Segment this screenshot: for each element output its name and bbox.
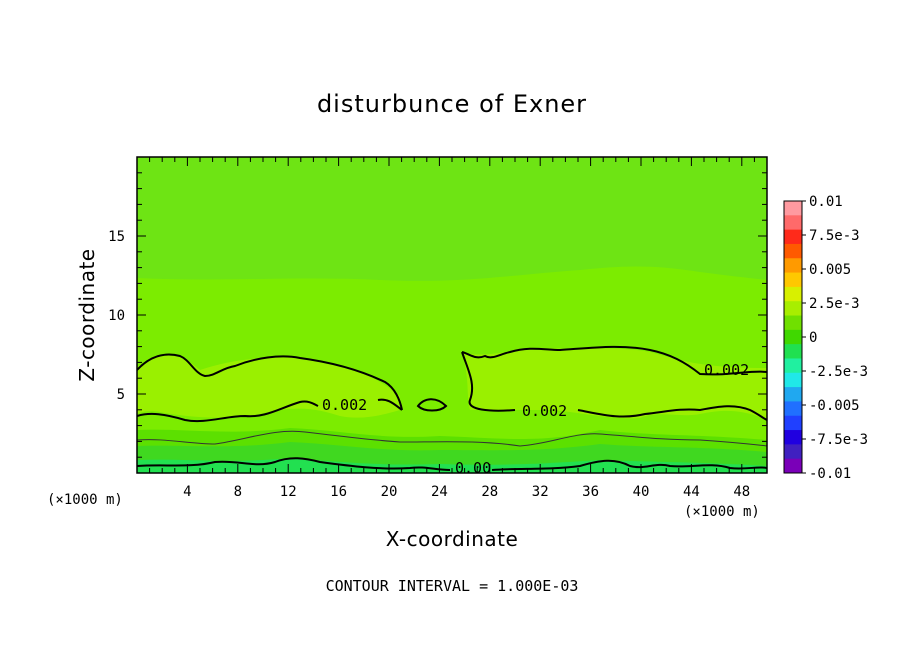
- field-band-upper-low: [137, 355, 400, 418]
- x-tick-label: 36: [582, 484, 599, 500]
- contour-line-0002-small: [416, 398, 448, 412]
- y-tick-label: 5: [117, 387, 125, 403]
- colorbar-swatch: [784, 444, 802, 460]
- y-axis: 5 10 15: [108, 172, 767, 458]
- contour-label: 0.002: [522, 402, 567, 420]
- contour-line-0002-left: [137, 398, 403, 423]
- x-tick-label: 20: [381, 484, 398, 500]
- colorbar-label: -0.01: [809, 466, 851, 482]
- field-band-mid: [137, 266, 767, 473]
- colorbar-swatch: [784, 372, 802, 388]
- colorbar-swatch: [784, 272, 802, 288]
- colorbar-swatch: [784, 215, 802, 231]
- x-tick-label: 40: [633, 484, 650, 500]
- x-unit-label: (×1000 m): [684, 504, 760, 520]
- x-tick-label: 24: [431, 484, 448, 500]
- contour-line-zero: [137, 457, 767, 471]
- colorbar-label: 2.5e-3: [809, 296, 860, 312]
- x-tick-label: 48: [733, 484, 750, 500]
- contour-line-upper-right: [461, 345, 767, 376]
- x-tick-label: 28: [481, 484, 498, 500]
- x-tick-label: 32: [532, 484, 549, 500]
- colorbar-label: -0.005: [809, 398, 860, 414]
- x-axis-title: X-coordinate: [386, 527, 519, 551]
- contour-interval-note: CONTOUR INTERVAL = 1.000E-03: [326, 577, 579, 595]
- colorbar-swatch: [784, 229, 802, 245]
- colorbar-swatch: [784, 430, 802, 445]
- y-tick-label: 10: [108, 308, 125, 324]
- x-tick-label: 44: [683, 484, 700, 500]
- colorbar-swatch: [784, 387, 802, 402]
- contour-line-thin: [137, 430, 767, 447]
- contour-label: 0.002: [322, 396, 367, 414]
- contour-label: 0.002: [704, 361, 749, 379]
- y-axis-title: Z-coordinate: [75, 248, 99, 381]
- y-unit-label: (×1000 m): [47, 492, 123, 508]
- colorbar-swatch: [784, 344, 802, 359]
- colorbar-swatch: [784, 301, 802, 317]
- x-tick-label: 8: [234, 484, 242, 500]
- colorbar-swatch: [784, 358, 802, 374]
- colorbar-swatch: [784, 415, 802, 431]
- colorbar-label: -2.5e-3: [809, 364, 868, 380]
- colorbar-swatch: [784, 458, 802, 474]
- x-axis: 4 8 12 16 20 24 28 32 36 40 44 48: [149, 157, 755, 500]
- colorbar-swatch: [784, 258, 802, 274]
- colorbar-label: 0.005: [809, 262, 851, 278]
- contour-line-0002-right: [461, 351, 767, 421]
- contour-field: [137, 157, 767, 473]
- colorbar-swatch: [784, 201, 802, 216]
- colorbar-swatch: [784, 315, 802, 331]
- colorbar-label: 0: [809, 330, 817, 346]
- colorbar: [783, 200, 803, 474]
- field-band-upper-low-2: [462, 348, 767, 420]
- x-tick-label: 12: [280, 484, 297, 500]
- colorbar-label: 0.01: [809, 194, 843, 210]
- y-tick-label: 15: [108, 229, 125, 245]
- chart-title: disturbunce of Exner: [317, 90, 587, 118]
- colorbar-swatch: [784, 243, 802, 259]
- colorbar-swatch: [784, 401, 802, 417]
- colorbar-swatch: [784, 286, 802, 302]
- x-tick-label: 4: [183, 484, 191, 500]
- contour-line-upper-left: [137, 353, 403, 411]
- contour-label: 0.00: [455, 459, 491, 477]
- x-tick-label: 16: [330, 484, 347, 500]
- colorbar-label: -7.5e-3: [809, 432, 868, 448]
- colorbar-labels: 0.01 7.5e-3 0.005 2.5e-3 0 -2.5e-3 -0.005 -7.5e…: [802, 194, 868, 482]
- colorbar-swatch: [784, 329, 802, 345]
- field-band-lower-3: [137, 458, 767, 473]
- colorbar-label: 7.5e-3: [809, 228, 860, 244]
